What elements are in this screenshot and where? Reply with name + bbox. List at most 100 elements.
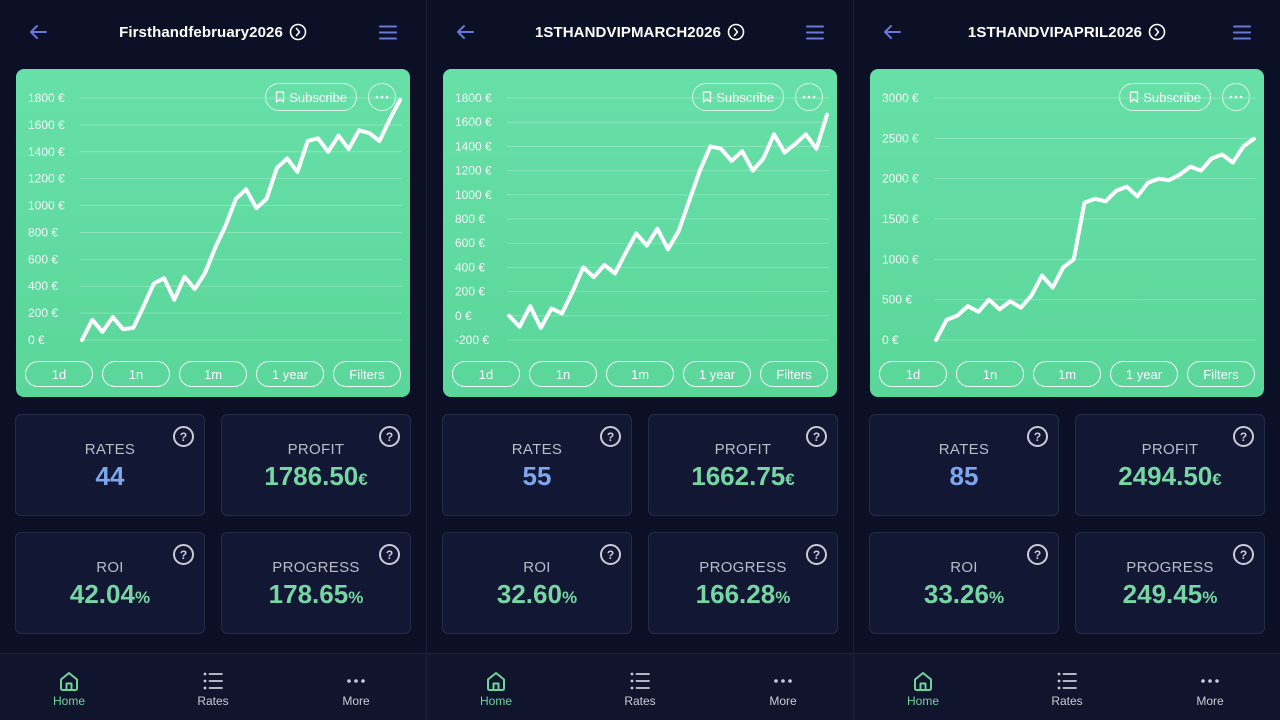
progress-value: 166.28% — [695, 579, 791, 609]
nav-more-label: More — [769, 694, 797, 708]
range-1d-button[interactable]: 1d — [25, 361, 93, 387]
range-1n-button[interactable]: 1n — [102, 361, 170, 387]
ellipsis-icon — [1229, 95, 1243, 99]
home-icon — [911, 670, 935, 692]
menu-button[interactable] — [1228, 18, 1256, 46]
progress-card: PROGRESS 249.45% ? — [1075, 532, 1265, 634]
roi-label: ROI — [96, 559, 124, 576]
progress-value: 249.45% — [1122, 579, 1218, 609]
profit-line-chart: 1800 € 1600 € 1400 € 1200 € 1000 € 800 € 600 €… — [28, 91, 402, 347]
y-tick-label: -200 € — [455, 333, 489, 347]
account-title-button[interactable]: Firsthandfebruary2026 — [60, 20, 366, 44]
range-1m-button[interactable]: 1m — [179, 361, 247, 387]
hamburger-menu-icon — [379, 25, 397, 39]
range-1d-button[interactable]: 1d — [879, 361, 947, 387]
nav-rates[interactable]: Rates — [590, 654, 690, 720]
nav-rates[interactable]: Rates — [1017, 654, 1117, 720]
ellipsis-icon — [375, 95, 389, 99]
rates-value: 44 — [95, 461, 125, 491]
y-tick-label: 1000 € — [882, 252, 919, 266]
subscribe-button[interactable]: Subscribe — [1119, 83, 1211, 111]
subscribe-button[interactable]: Subscribe — [692, 83, 784, 111]
home-icon — [57, 670, 81, 692]
help-icon[interactable]: ? — [1233, 426, 1254, 447]
help-icon[interactable]: ? — [806, 544, 827, 565]
help-icon[interactable]: ? — [1233, 544, 1254, 565]
chart-more-button[interactable] — [1222, 83, 1250, 111]
profit-series-line — [507, 112, 829, 330]
rates-card: RATES 44 ? — [15, 414, 205, 516]
profit-value: 2494.50€ — [1118, 461, 1222, 491]
range-1year-button[interactable]: 1 year — [256, 361, 324, 387]
ellipsis-icon — [344, 670, 368, 692]
help-icon[interactable]: ? — [1027, 544, 1048, 565]
subscribe-button[interactable]: Subscribe — [265, 83, 357, 111]
profit-chart-card: 1800 € 1600 € 1400 € 1200 € 1000 € 800 € 600 €… — [16, 69, 410, 397]
arrow-left-icon — [30, 25, 47, 39]
profit-unit: € — [1212, 470, 1222, 489]
nav-more[interactable]: More — [1160, 654, 1260, 720]
progress-label: PROGRESS — [1126, 559, 1214, 576]
profit-unit: € — [358, 470, 368, 489]
chart-more-button[interactable] — [368, 83, 396, 111]
nav-home[interactable]: Home — [446, 654, 546, 720]
help-icon[interactable]: ? — [1027, 426, 1048, 447]
range-1m-button[interactable]: 1m — [606, 361, 674, 387]
filters-button[interactable]: Filters — [333, 361, 401, 387]
nav-more[interactable]: More — [733, 654, 833, 720]
nav-home[interactable]: Home — [873, 654, 973, 720]
range-1n-button[interactable]: 1n — [529, 361, 597, 387]
back-button[interactable] — [878, 18, 906, 46]
help-icon[interactable]: ? — [379, 426, 400, 447]
range-selector: 1d 1n 1m 1 year Filters — [25, 361, 401, 387]
back-button[interactable] — [451, 18, 479, 46]
help-icon[interactable]: ? — [600, 544, 621, 565]
home-icon — [484, 670, 508, 692]
bottom-nav: Home Rates More — [427, 653, 853, 720]
range-1d-button[interactable]: 1d — [452, 361, 520, 387]
range-1year-button[interactable]: 1 year — [1110, 361, 1178, 387]
range-1m-button[interactable]: 1m — [1033, 361, 1101, 387]
progress-label: PROGRESS — [699, 559, 787, 576]
nav-home[interactable]: Home — [19, 654, 119, 720]
help-icon[interactable]: ? — [600, 426, 621, 447]
nav-rates[interactable]: Rates — [163, 654, 263, 720]
y-tick-label: 3000 € — [882, 91, 919, 105]
filters-button[interactable]: Filters — [760, 361, 828, 387]
chevron-right-circle-icon — [727, 23, 745, 41]
menu-button[interactable] — [801, 18, 829, 46]
menu-button[interactable] — [374, 18, 402, 46]
chart-more-button[interactable] — [795, 83, 823, 111]
y-tick-label: 800 € — [455, 212, 485, 226]
y-tick-label: 500 € — [882, 293, 912, 307]
profit-label: PROFIT — [1141, 441, 1199, 458]
help-icon[interactable]: ? — [173, 544, 194, 565]
help-icon[interactable]: ? — [379, 544, 400, 565]
nav-more-label: More — [342, 694, 370, 708]
progress-label: PROGRESS — [272, 559, 360, 576]
account-title-button[interactable]: 1STHANDVIPMARCH2026 — [487, 20, 793, 44]
help-icon[interactable]: ? — [806, 426, 827, 447]
y-tick-label: 0 € — [455, 309, 472, 323]
help-icon[interactable]: ? — [173, 426, 194, 447]
profit-line-chart: 1800 € 1600 € 1400 € 1200 € 1000 € 800 € 600 €… — [455, 91, 829, 347]
profit-card: PROFIT 1786.50€ ? — [221, 414, 411, 516]
nav-more[interactable]: More — [306, 654, 406, 720]
y-tick-label: 800 € — [28, 225, 58, 239]
y-tick-label: 200 € — [455, 285, 485, 299]
filters-button[interactable]: Filters — [1187, 361, 1255, 387]
account-title: 1STHANDVIPMARCH2026 — [534, 23, 722, 41]
profit-series-line — [80, 97, 402, 342]
account-title-button[interactable]: 1STHANDVIPAPRIL2026 — [914, 20, 1220, 44]
range-1year-button[interactable]: 1 year — [683, 361, 751, 387]
profit-card: PROFIT 2494.50€ ? — [1075, 414, 1265, 516]
list-icon — [1055, 670, 1079, 692]
arrow-left-icon — [884, 25, 901, 39]
hamburger-menu-icon — [1233, 25, 1251, 39]
back-button[interactable] — [24, 18, 52, 46]
progress-unit: % — [348, 588, 364, 607]
range-1n-button[interactable]: 1n — [956, 361, 1024, 387]
y-tick-label: 0 € — [28, 333, 45, 347]
subscribe-label: Subscribe — [289, 89, 347, 105]
nav-home-label: Home — [479, 694, 512, 708]
